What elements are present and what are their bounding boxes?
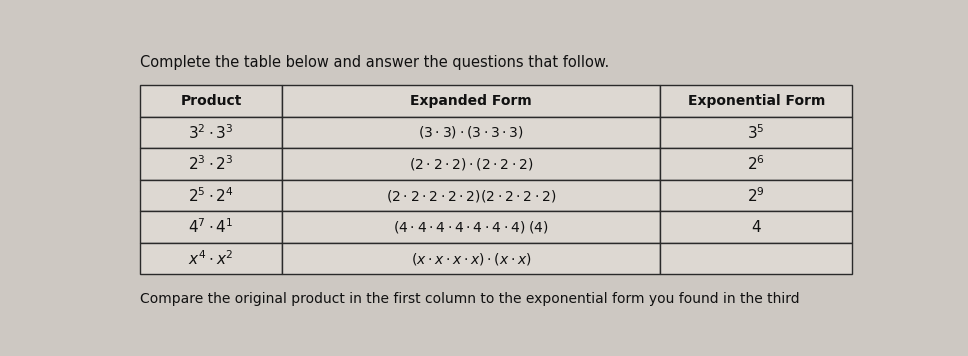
- Text: $3^5$: $3^5$: [747, 123, 765, 142]
- Bar: [660, 211, 853, 243]
- Text: $(4 \cdot 4 \cdot 4 \cdot 4 \cdot 4 \cdot 4 \cdot 4) \; (4)$: $(4 \cdot 4 \cdot 4 \cdot 4 \cdot 4 \cdo…: [393, 219, 549, 235]
- Bar: [660, 148, 853, 180]
- Bar: [139, 117, 283, 148]
- Bar: [660, 180, 853, 211]
- Bar: [283, 180, 660, 211]
- Bar: [139, 85, 283, 117]
- Text: $2^9$: $2^9$: [747, 186, 765, 205]
- Bar: [283, 117, 660, 148]
- Text: $2^5 \cdot 2^4$: $2^5 \cdot 2^4$: [188, 186, 234, 205]
- Bar: [283, 148, 660, 180]
- Text: $(3 \cdot 3) \cdot (3 \cdot 3 \cdot 3)$: $(3 \cdot 3) \cdot (3 \cdot 3 \cdot 3)$: [418, 125, 524, 141]
- Text: Expanded Form: Expanded Form: [410, 94, 532, 108]
- Bar: [283, 85, 660, 117]
- Text: Complete the table below and answer the questions that follow.: Complete the table below and answer the …: [139, 55, 609, 70]
- Text: $2^3 \cdot 2^3$: $2^3 \cdot 2^3$: [188, 155, 234, 173]
- Text: Exponential Form: Exponential Form: [687, 94, 825, 108]
- Text: $(x \cdot x \cdot x \cdot x) \cdot (x \cdot x)$: $(x \cdot x \cdot x \cdot x) \cdot (x \c…: [410, 251, 531, 267]
- Bar: [660, 117, 853, 148]
- Text: $(2 \cdot 2 \cdot 2) \cdot (2 \cdot 2 \cdot 2)$: $(2 \cdot 2 \cdot 2) \cdot (2 \cdot 2 \c…: [408, 156, 533, 172]
- Text: $2^6$: $2^6$: [747, 155, 766, 173]
- Bar: [139, 243, 283, 274]
- Text: Product: Product: [180, 94, 242, 108]
- Bar: [283, 211, 660, 243]
- Text: $x^4 \cdot x^2$: $x^4 \cdot x^2$: [188, 249, 234, 268]
- Bar: [660, 85, 853, 117]
- Text: $3^2 \cdot 3^3$: $3^2 \cdot 3^3$: [188, 123, 234, 142]
- Text: $4^7 \cdot 4^1$: $4^7 \cdot 4^1$: [189, 218, 233, 236]
- Bar: [283, 243, 660, 274]
- Bar: [660, 243, 853, 274]
- Bar: [139, 180, 283, 211]
- Text: Compare the original product in the first column to the exponential form you fou: Compare the original product in the firs…: [139, 292, 800, 306]
- Bar: [139, 148, 283, 180]
- Text: $4$: $4$: [751, 219, 762, 235]
- Text: $(2 \cdot 2 \cdot 2 \cdot 2 \cdot 2)(2 \cdot 2 \cdot 2 \cdot 2)$: $(2 \cdot 2 \cdot 2 \cdot 2 \cdot 2)(2 \…: [386, 188, 557, 204]
- Bar: [139, 211, 283, 243]
